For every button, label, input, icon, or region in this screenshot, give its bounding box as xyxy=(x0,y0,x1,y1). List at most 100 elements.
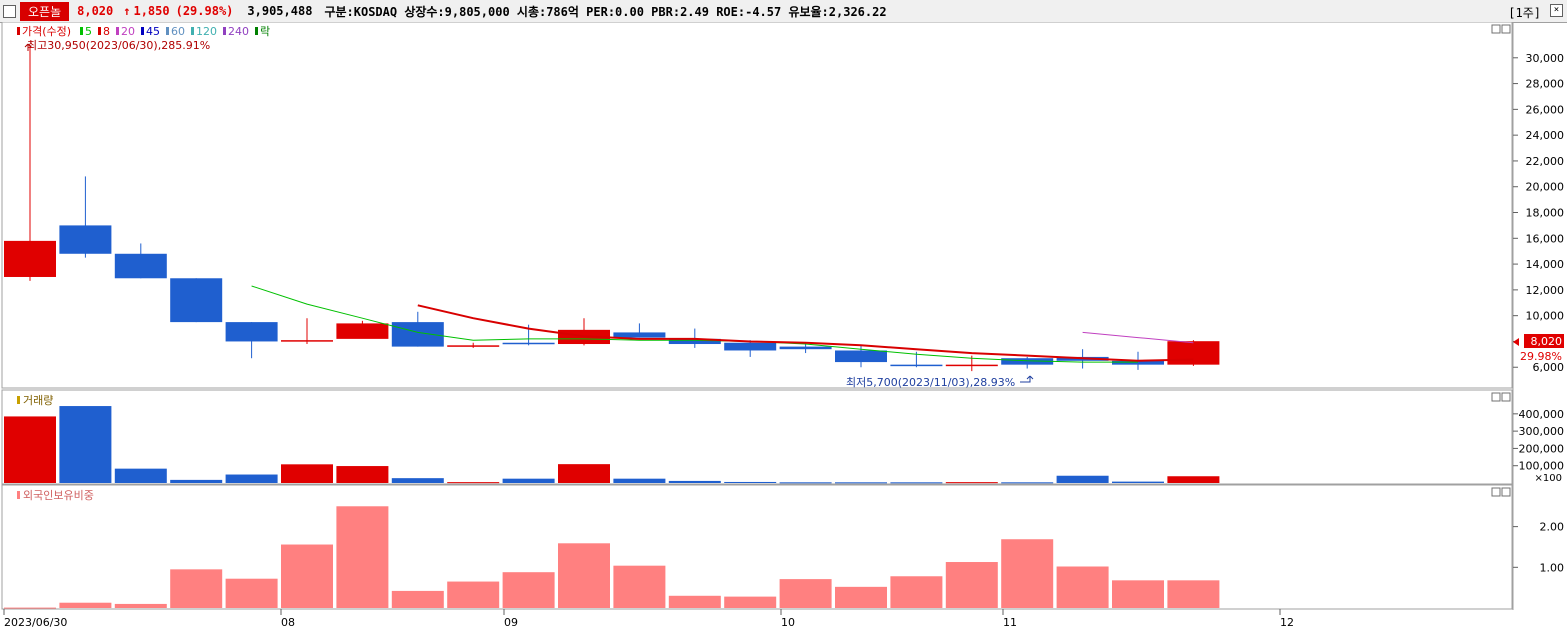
panel-minimize-icon[interactable] xyxy=(1491,24,1501,34)
candle-body xyxy=(391,322,444,347)
high-arrow-icon xyxy=(24,43,32,51)
legend-item: 45 xyxy=(146,25,160,38)
candle-body xyxy=(779,346,832,350)
legend-marker xyxy=(17,27,20,35)
price-tick-label: 16,000 xyxy=(1526,232,1565,245)
foreign-bar xyxy=(1001,539,1054,608)
foreign-legend-marker xyxy=(17,491,20,499)
volume-bar xyxy=(558,464,610,483)
foreign-label: 외국인보유비중 xyxy=(23,489,94,502)
volume-bar xyxy=(114,468,167,483)
x-tick-label: 10 xyxy=(781,616,795,629)
foreign-bar xyxy=(779,579,832,608)
candle-body xyxy=(59,225,112,254)
volume-bar xyxy=(1167,476,1220,483)
foreign-bar xyxy=(1056,566,1109,608)
volume-bar xyxy=(779,482,832,484)
legend-item: 락 xyxy=(260,25,270,38)
up-arrow-icon: ↑ xyxy=(123,4,131,18)
foreign-bar xyxy=(502,572,555,608)
candle-body xyxy=(4,240,56,277)
select-checkbox[interactable] xyxy=(3,4,16,18)
volume-bar xyxy=(724,481,777,483)
candle-body xyxy=(613,332,666,338)
candle-body xyxy=(1112,360,1164,365)
panel-minimize-icon[interactable] xyxy=(1491,392,1501,402)
candle-body xyxy=(170,278,223,323)
price-legend: 가격(수정) 5 8 20 45 60 120 240 락 xyxy=(17,25,270,38)
legend-marker xyxy=(98,27,101,35)
legend-marker xyxy=(166,27,169,35)
x-tick-label: 2023/06/30 xyxy=(4,616,67,629)
trade-volume: 3,905,488 xyxy=(247,4,313,18)
volume-bar xyxy=(281,464,333,483)
legend-marker xyxy=(191,27,194,35)
stock-info: 구분:KOSDAQ 상장수:9,805,000 시총:786억 PER:0.00… xyxy=(324,4,887,19)
volume-bar xyxy=(4,416,56,483)
foreign-bar xyxy=(835,586,887,608)
legend-marker xyxy=(141,27,144,35)
candle-body xyxy=(1001,358,1054,365)
legend-marker xyxy=(255,27,258,35)
x-axis: 2023/06/30 08 09 10 11 12 xyxy=(3,609,1294,629)
volume-unit: ×100 xyxy=(1535,473,1562,484)
price-change: 1,850 xyxy=(133,4,170,18)
foreign-bar xyxy=(945,562,998,608)
foreign-bar xyxy=(59,602,112,608)
volume-tick-label: 200,000 xyxy=(1519,442,1565,455)
current-price: 8,020 xyxy=(77,4,114,18)
ma5-line xyxy=(251,285,1138,363)
legend-item: 60 xyxy=(171,25,185,38)
foreign-bar xyxy=(1167,580,1220,608)
moving-average-lines xyxy=(24,43,1194,383)
stock-name[interactable]: 오픈놀 xyxy=(20,1,70,21)
legend-item: 120 xyxy=(196,25,217,38)
volume-label: 거래량 xyxy=(23,394,53,407)
volume-bars xyxy=(4,406,1220,484)
legend-marker xyxy=(223,27,226,35)
price-tick-label: 10,000 xyxy=(1526,310,1565,323)
period-selector[interactable]: [1주] xyxy=(1508,6,1541,20)
ma8-line xyxy=(417,304,1194,362)
close-icon[interactable]: × xyxy=(1550,4,1563,17)
price-badge xyxy=(1524,334,1564,348)
foreign-bar xyxy=(170,569,223,608)
legend-item: 8 xyxy=(103,25,110,38)
price-axis: 6,0008,00010,00012,00014,00016,00018,000… xyxy=(1513,52,1564,374)
volume-bar xyxy=(170,479,223,483)
legend-item: 가격(수정) xyxy=(22,25,71,38)
panel-minimize-icon[interactable] xyxy=(1491,487,1501,497)
panel-maximize-icon[interactable] xyxy=(1501,24,1511,34)
foreign-tick-label: 2.00 xyxy=(1540,521,1565,534)
price-tick-label: 22,000 xyxy=(1526,155,1565,168)
foreign-bar xyxy=(114,603,167,608)
price-marker-icon xyxy=(1513,338,1519,346)
price-badge-rate: 29.98% xyxy=(1520,350,1562,363)
foreign-bar xyxy=(668,595,721,608)
candle-body xyxy=(945,364,998,367)
candle-body xyxy=(835,350,887,363)
foreign-bar xyxy=(281,544,333,608)
panel-maximize-icon[interactable] xyxy=(1501,392,1511,402)
volume-bar xyxy=(1056,475,1109,483)
price-tick-label: 14,000 xyxy=(1526,258,1565,271)
foreign-tick-label: 1.00 xyxy=(1540,561,1565,574)
volume-bar xyxy=(502,478,555,483)
volume-bar xyxy=(447,482,500,484)
x-tick-label: 11 xyxy=(1003,616,1017,629)
price-tick-label: 6,000 xyxy=(1533,361,1565,374)
price-tick-label: 26,000 xyxy=(1526,103,1565,116)
volume-panel xyxy=(1,389,1513,485)
foreign-bar xyxy=(447,581,500,608)
volume-bar xyxy=(1001,482,1054,484)
panel-maximize-icon[interactable] xyxy=(1501,487,1511,497)
volume-bar xyxy=(59,406,112,483)
candle-body xyxy=(281,340,333,342)
candle-body xyxy=(447,345,500,347)
price-tick-label: 28,000 xyxy=(1526,78,1565,91)
foreign-bars xyxy=(4,506,1220,609)
legend-item: 5 xyxy=(85,25,92,38)
x-tick-label: 12 xyxy=(1280,616,1294,629)
volume-legend-marker xyxy=(17,396,20,404)
low-arrow-icon xyxy=(1020,375,1034,383)
